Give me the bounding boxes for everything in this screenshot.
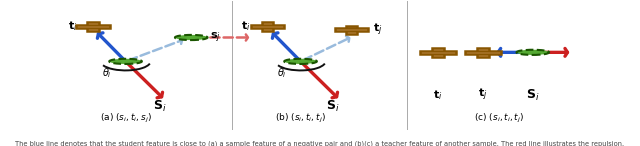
FancyBboxPatch shape xyxy=(420,51,456,54)
Text: The blue line denotes that the student feature is close to (a) a sample feature : The blue line denotes that the student f… xyxy=(15,140,625,146)
Text: $\mathbf{S}_i$: $\mathbf{S}_i$ xyxy=(326,99,340,114)
FancyBboxPatch shape xyxy=(433,48,444,57)
FancyBboxPatch shape xyxy=(477,48,489,57)
Text: $\mathbf{t}_j$: $\mathbf{t}_j$ xyxy=(372,22,382,38)
FancyBboxPatch shape xyxy=(465,51,500,54)
FancyBboxPatch shape xyxy=(251,25,284,28)
Text: $\mathbf{t}_j$: $\mathbf{t}_j$ xyxy=(478,87,488,103)
Text: $\theta_i$: $\theta_i$ xyxy=(277,66,287,80)
FancyBboxPatch shape xyxy=(88,22,99,31)
Ellipse shape xyxy=(109,59,142,64)
Ellipse shape xyxy=(516,50,549,55)
FancyBboxPatch shape xyxy=(346,26,357,34)
Text: $\mathbf{t}_i$: $\mathbf{t}_i$ xyxy=(68,20,78,33)
FancyBboxPatch shape xyxy=(335,28,369,31)
Text: (c) $(s_i, t_i, t_j)$: (c) $(s_i, t_i, t_j)$ xyxy=(474,112,524,125)
FancyBboxPatch shape xyxy=(76,25,110,28)
Text: (a) $(s_i, t_i, s_j)$: (a) $(s_i, t_i, s_j)$ xyxy=(100,112,152,125)
Ellipse shape xyxy=(175,35,207,40)
Ellipse shape xyxy=(284,59,317,64)
Text: $\mathbf{S}_i$: $\mathbf{S}_i$ xyxy=(153,99,166,114)
Text: (b) $(s_i, t_i, t_j)$: (b) $(s_i, t_i, t_j)$ xyxy=(275,112,326,125)
FancyBboxPatch shape xyxy=(262,22,273,31)
Text: $\theta_i$: $\theta_i$ xyxy=(102,66,112,80)
Text: $\mathbf{t}_i$: $\mathbf{t}_i$ xyxy=(241,20,250,33)
Text: $\mathbf{s}_j$: $\mathbf{s}_j$ xyxy=(210,30,221,45)
Text: $\mathbf{S}_i$: $\mathbf{S}_i$ xyxy=(526,87,540,102)
Text: $\mathbf{t}_i$: $\mathbf{t}_i$ xyxy=(433,88,443,102)
